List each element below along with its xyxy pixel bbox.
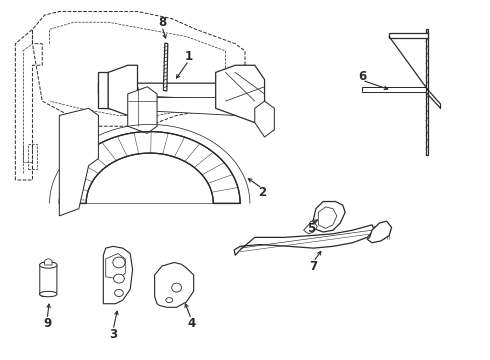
Polygon shape: [311, 202, 345, 232]
Text: 4: 4: [187, 317, 196, 330]
Polygon shape: [45, 259, 52, 265]
Polygon shape: [362, 87, 426, 92]
Text: 7: 7: [309, 260, 318, 273]
Polygon shape: [59, 132, 240, 203]
Polygon shape: [108, 65, 138, 116]
Ellipse shape: [115, 289, 123, 297]
Polygon shape: [98, 72, 108, 108]
Text: 3: 3: [109, 328, 117, 341]
Polygon shape: [389, 33, 428, 39]
Text: 6: 6: [358, 69, 367, 82]
Polygon shape: [98, 83, 255, 101]
Polygon shape: [367, 221, 392, 243]
Text: 8: 8: [158, 16, 166, 29]
Text: 2: 2: [258, 186, 266, 199]
Polygon shape: [163, 43, 168, 91]
Polygon shape: [106, 253, 125, 279]
Polygon shape: [234, 225, 374, 255]
Ellipse shape: [114, 274, 124, 283]
Polygon shape: [426, 30, 428, 155]
Ellipse shape: [172, 283, 181, 292]
Text: 1: 1: [185, 50, 193, 63]
Ellipse shape: [40, 262, 57, 268]
Polygon shape: [98, 98, 245, 116]
Polygon shape: [318, 207, 337, 228]
Ellipse shape: [113, 257, 125, 268]
Polygon shape: [304, 221, 318, 234]
Polygon shape: [40, 263, 57, 297]
Text: 5: 5: [307, 222, 315, 235]
Polygon shape: [255, 101, 274, 137]
Polygon shape: [216, 65, 265, 123]
Polygon shape: [128, 87, 157, 134]
Polygon shape: [103, 246, 133, 304]
Text: 9: 9: [43, 317, 51, 330]
Polygon shape: [155, 262, 194, 307]
Polygon shape: [59, 108, 98, 216]
Ellipse shape: [166, 298, 172, 303]
Ellipse shape: [40, 291, 57, 297]
